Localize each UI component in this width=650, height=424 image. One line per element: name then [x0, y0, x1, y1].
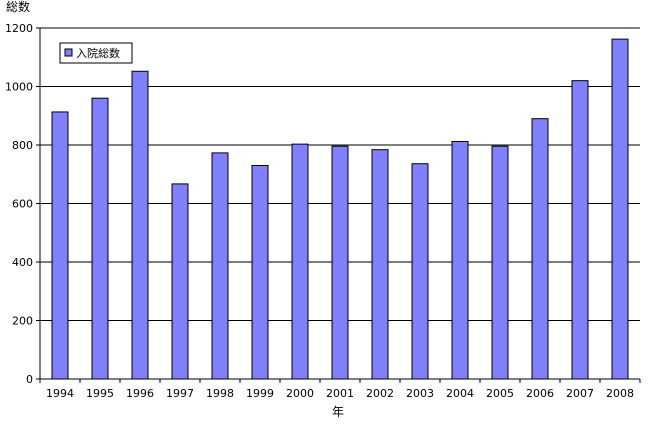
bar-1997	[171, 183, 189, 380]
legend-box	[59, 42, 133, 64]
bar-2004	[451, 140, 469, 380]
bars	[51, 38, 629, 380]
bar-1995	[91, 97, 109, 380]
y-tick-label: 800	[12, 139, 33, 152]
bar-2005	[491, 145, 509, 380]
x-tick-label: 1999	[246, 387, 274, 400]
x-tick-label: 2006	[526, 387, 554, 400]
x-tick-labels: 1994 1995 1996 1997 1998 1999 2000 2001 2002 2003…	[46, 387, 634, 400]
bar-2006	[531, 118, 549, 380]
bar-1994	[51, 111, 69, 380]
x-tick-label: 2003	[406, 387, 434, 400]
y-tick-label: 400	[12, 256, 33, 269]
x-tick-label: 1998	[206, 387, 234, 400]
y-tick-label: 600	[12, 198, 33, 211]
bar-2003	[411, 163, 429, 380]
x-tick-label: 2000	[286, 387, 314, 400]
x-tick-label: 1995	[86, 387, 114, 400]
y-axis-title: 総数	[6, 0, 30, 14]
axes	[36, 27, 641, 383]
bar-2002	[371, 149, 389, 380]
bar-1996	[131, 70, 149, 380]
y-tick-labels: 0 200 400 600 800 1000 1200	[5, 22, 33, 386]
x-tick-label: 2001	[326, 387, 354, 400]
y-tick-label: 1000	[5, 81, 33, 94]
bar-2008	[611, 38, 629, 380]
x-tick-label: 1994	[46, 387, 74, 400]
x-tick-label: 2007	[566, 387, 594, 400]
x-tick-label: 1997	[166, 387, 194, 400]
bar-1999	[251, 164, 269, 380]
bar-2001	[331, 145, 349, 380]
x-tick-label: 2002	[366, 387, 394, 400]
bar-1998	[211, 152, 229, 380]
y-tick-label: 200	[12, 315, 33, 328]
x-tick-label: 2004	[446, 387, 474, 400]
x-tick-label: 2008	[606, 387, 634, 400]
bar-2007	[571, 80, 589, 380]
legend-label: 入院総数	[76, 46, 120, 60]
legend: 入院総数	[59, 42, 133, 64]
bar-2000	[291, 143, 309, 380]
x-tick-label: 1996	[126, 387, 154, 400]
y-tick-label: 0	[26, 373, 33, 386]
x-tick-label: 2005	[486, 387, 514, 400]
x-axis-title: 年	[332, 405, 344, 419]
y-tick-label: 1200	[5, 22, 33, 35]
legend-swatch	[64, 48, 73, 57]
